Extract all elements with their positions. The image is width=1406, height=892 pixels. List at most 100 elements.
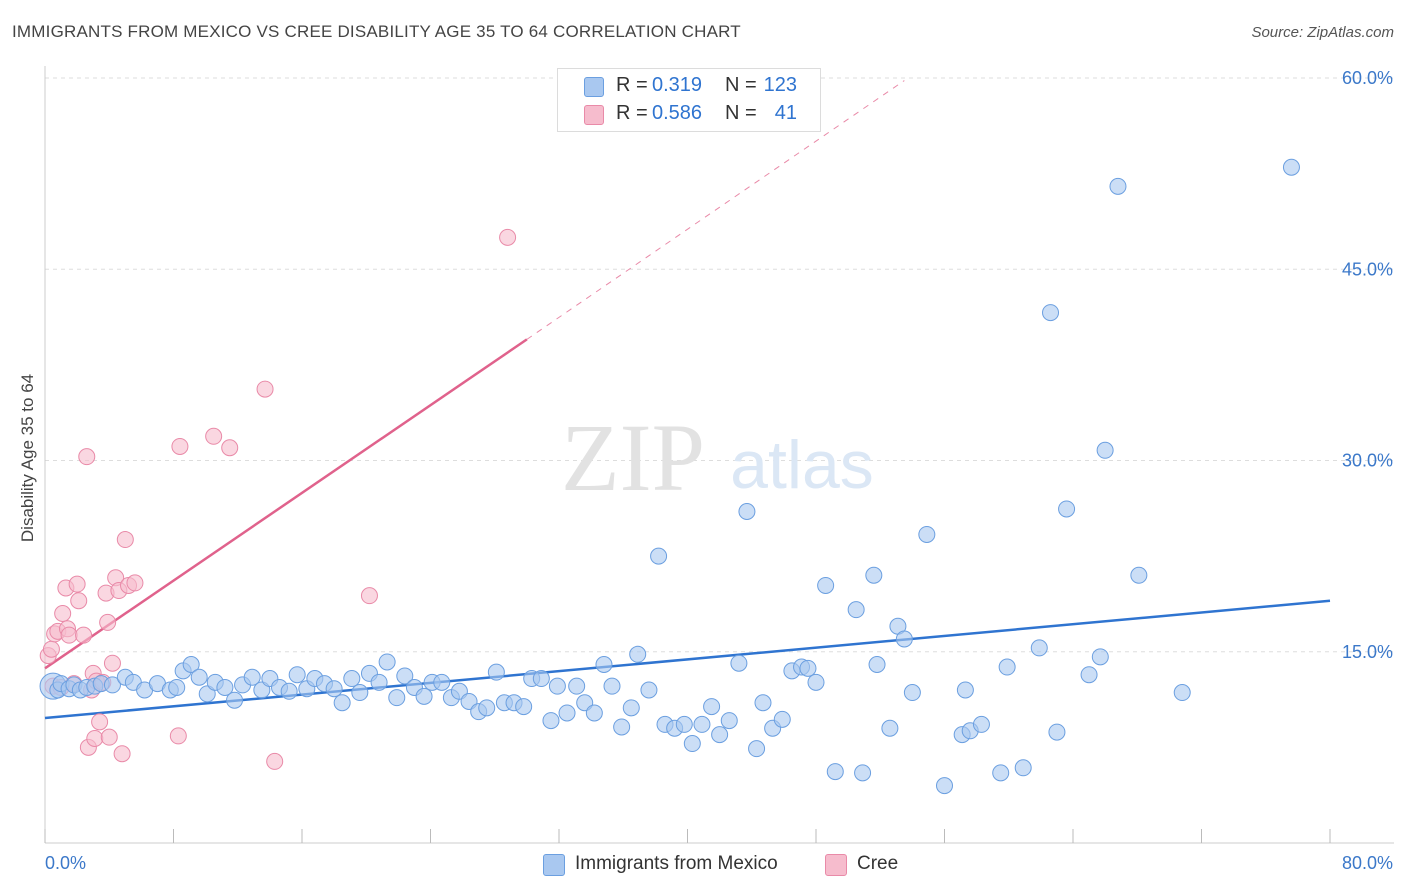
- mexico-point: [415, 687, 433, 705]
- n-label: N =: [725, 102, 757, 124]
- mexico-point: [343, 670, 361, 688]
- r-value: 0.586: [652, 102, 703, 124]
- cree-point: [70, 592, 88, 610]
- mexico-point: [773, 710, 791, 728]
- cree-point: [68, 575, 86, 593]
- grid-lines: [45, 77, 1394, 653]
- cree-point: [86, 729, 104, 747]
- cree-point: [60, 626, 78, 644]
- cree-point: [99, 613, 117, 631]
- mexico-point: [1096, 441, 1114, 459]
- mexico-point: [868, 656, 886, 673]
- r-value: 0.319: [652, 74, 703, 96]
- mexico-point: [351, 684, 369, 702]
- mexico-point: [826, 763, 844, 781]
- mexico-point: [396, 667, 414, 685]
- mexico-point: [1058, 500, 1076, 518]
- mexico-point: [226, 691, 244, 709]
- mexico-point: [515, 698, 533, 716]
- mexico-point: [720, 712, 738, 730]
- y-tick-label: 60.0%: [1342, 68, 1393, 88]
- cree-point: [169, 727, 187, 745]
- mexico-point: [487, 663, 505, 681]
- mexico-point: [847, 601, 865, 619]
- mexico-point: [629, 645, 647, 663]
- cree-trendline: [44, 338, 528, 670]
- watermark-zip: ZIP: [561, 404, 705, 511]
- y-tick-label: 30.0%: [1342, 451, 1393, 471]
- mexico-point: [542, 712, 560, 730]
- mexico-point: [1030, 639, 1048, 657]
- r-label: R =: [616, 74, 648, 96]
- mexico-point: [325, 680, 343, 698]
- y-axis-label: Disability Age 35 to 64: [18, 373, 37, 543]
- mexico-point: [817, 576, 835, 594]
- cree-point: [113, 745, 131, 763]
- mexico-point: [1080, 666, 1098, 684]
- mexico-point: [936, 777, 953, 795]
- mexico-point: [895, 630, 913, 648]
- y-tick-label: 15.0%: [1342, 642, 1393, 662]
- mexico-point: [478, 699, 496, 717]
- mexico-point: [216, 678, 234, 696]
- mexico-point: [370, 673, 388, 691]
- mexico-point: [288, 666, 306, 684]
- tick-labels: 15.0% 30.0% 45.0% 60.0% 0.0% 80.0%: [45, 68, 1393, 873]
- cree-point: [205, 427, 223, 445]
- mexico-point: [1282, 158, 1300, 176]
- cree-point: [221, 439, 239, 457]
- mexico-point: [103, 676, 121, 694]
- cree-trendline-extension: [526, 80, 905, 340]
- legend-row-cree: R = 0.586 N = 41: [558, 100, 820, 128]
- mexico-point: [650, 547, 668, 565]
- mexico-point: [585, 704, 603, 722]
- cree-point: [75, 626, 93, 644]
- n-value: 41: [774, 102, 797, 124]
- legend-row-mexico: R = 0.319 N = 123: [558, 72, 820, 100]
- mexico-point: [807, 673, 825, 691]
- mexico-point: [1048, 723, 1066, 741]
- mexico-points: [39, 158, 1300, 795]
- mexico-point: [168, 678, 186, 696]
- mexico-point: [1173, 684, 1191, 702]
- mexico-point: [603, 677, 621, 695]
- series-legend: Immigrants from Mexico Cree: [0, 852, 1406, 878]
- mexico-point: [568, 677, 586, 695]
- cree-point: [499, 228, 517, 246]
- chart-title: IMMIGRANTS FROM MEXICO VS CREE DISABILIT…: [12, 22, 741, 41]
- mexico-point: [738, 503, 756, 520]
- legend-label: Cree: [857, 853, 899, 874]
- mexico-point: [693, 715, 711, 733]
- cree-point: [42, 640, 60, 658]
- watermark: ZIP atlas: [561, 404, 874, 511]
- x-tick-label: 80.0%: [1342, 853, 1393, 873]
- watermark-atlas: atlas: [730, 427, 874, 503]
- mexico-swatch: [543, 854, 565, 876]
- cree-point: [54, 605, 72, 622]
- mexico-point: [754, 694, 772, 712]
- mexico-point: [558, 704, 576, 722]
- mexico-point: [711, 726, 729, 744]
- cree-point: [360, 587, 378, 605]
- cree-point: [266, 752, 284, 770]
- mexico-point: [243, 668, 261, 686]
- cree-point: [126, 574, 144, 592]
- r-label: R =: [616, 102, 648, 124]
- trendlines: [44, 80, 1331, 720]
- mexico-point: [532, 670, 550, 688]
- mexico-point: [1014, 759, 1032, 777]
- mexico-point: [280, 682, 298, 700]
- mexico-point: [613, 718, 631, 736]
- mexico-point: [881, 719, 899, 737]
- mexico-point: [190, 668, 208, 686]
- mexico-point: [333, 694, 351, 712]
- mexico-point: [1130, 566, 1148, 584]
- cree-point: [78, 448, 96, 466]
- mexico-point: [182, 656, 200, 673]
- y-tick-label: 45.0%: [1342, 259, 1393, 279]
- mexico-point: [799, 659, 817, 677]
- mexico-point: [703, 698, 721, 716]
- cree-swatch: [825, 854, 847, 876]
- cree-point: [100, 728, 118, 746]
- correlation-legend: R = 0.319 N = 123 R = 0.586 N = 41: [557, 68, 821, 132]
